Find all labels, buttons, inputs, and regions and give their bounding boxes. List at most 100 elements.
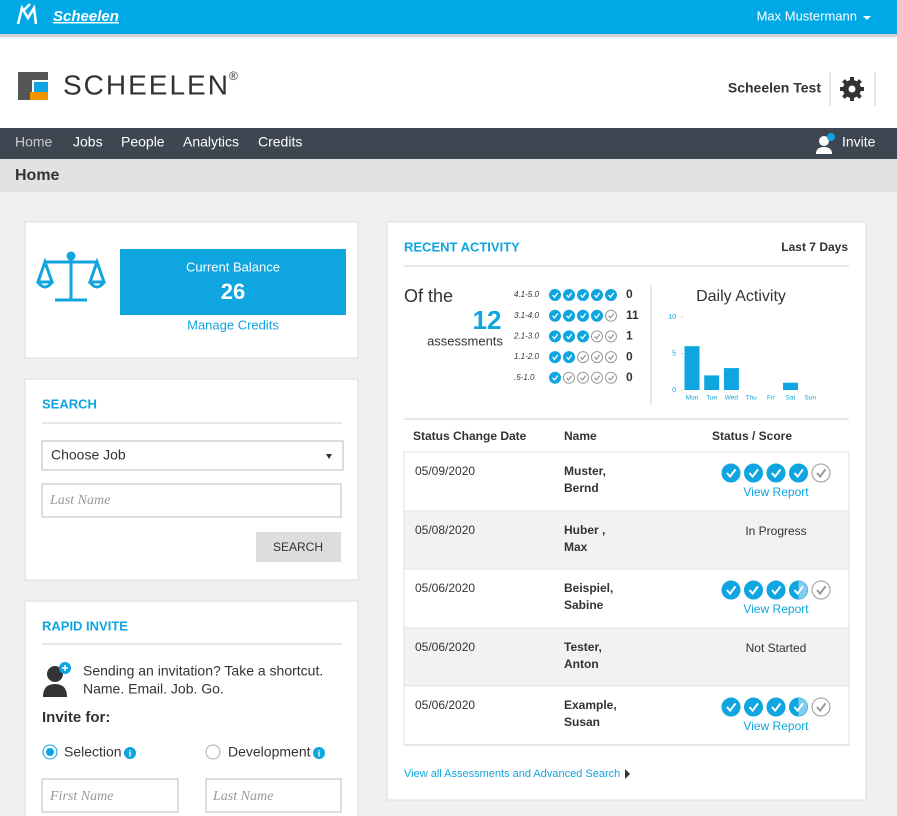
job-select-text: Choose Job [51, 447, 126, 463]
score-check [577, 309, 589, 322]
nav-item[interactable]: Home [15, 134, 53, 150]
score-check [766, 463, 786, 483]
top-bar [0, 0, 897, 34]
check-mark [552, 333, 559, 340]
check-mark [552, 354, 559, 361]
logo-text: SCHEELEN [63, 69, 230, 100]
invite-button[interactable]: Invite [842, 134, 876, 150]
check-mark [566, 313, 573, 319]
x-tick-label: Thu [745, 395, 757, 402]
breadcrumb: Home [15, 167, 60, 184]
score-check [605, 351, 617, 364]
score-check [605, 330, 617, 343]
manage-credits-link[interactable]: Manage Credits [187, 317, 279, 332]
check-mark [580, 333, 587, 340]
info-icon[interactable] [313, 747, 325, 759]
rapid-invite-title: RAPID INVITE [42, 618, 128, 633]
check-mark [816, 468, 827, 479]
score-half [798, 581, 808, 599]
check-mark [580, 354, 587, 361]
radio-label: Selection [64, 744, 122, 760]
view-report-link[interactable]: View Report [743, 485, 809, 499]
check-mark [594, 375, 601, 382]
check-mark [816, 702, 827, 713]
score-check [811, 580, 831, 600]
job-select[interactable] [41, 440, 344, 471]
band-count: 0 [626, 370, 633, 384]
first-name-input[interactable] [41, 778, 179, 813]
nav-item[interactable]: Analytics [183, 134, 239, 150]
x-tick-label: Fri [767, 395, 775, 402]
check-mark [771, 585, 782, 596]
last-name-input[interactable] [205, 778, 342, 813]
radio-development[interactable] [205, 744, 221, 760]
radio-label: Development [228, 744, 311, 760]
nav-item[interactable]: People [121, 134, 165, 150]
score-check [591, 289, 603, 301]
check-mark [594, 313, 601, 319]
band-count: 1 [626, 329, 633, 343]
check-mark [566, 333, 573, 340]
check-mark [726, 702, 737, 713]
row-name: Anton [564, 657, 599, 671]
score-check [563, 330, 575, 343]
score-check [721, 463, 741, 483]
x-tick-label: Sun [804, 395, 816, 402]
row-name: Muster, [564, 464, 606, 478]
score-check [766, 697, 786, 717]
score-check [605, 289, 617, 301]
x-tick-label: Sat [786, 395, 796, 402]
row-date: 05/09/2020 [415, 464, 475, 478]
view-report-link[interactable]: View Report [743, 602, 809, 616]
user-add-icon [43, 662, 71, 697]
view-all-link[interactable]: View all Assessments and Advanced Search [404, 768, 620, 780]
check-mark [552, 375, 559, 382]
last-name-placeholder: Last Name [49, 493, 110, 508]
user-menu[interactable]: Max Mustermann [757, 8, 857, 23]
score-check [605, 371, 617, 384]
last-name-input[interactable] [41, 483, 342, 518]
band-range: .5-1.0 [514, 373, 535, 382]
score-check [721, 580, 741, 600]
invite-text: Sending an invitation? Take a shortcut. [83, 663, 323, 679]
bar [704, 375, 720, 390]
score-check [563, 371, 575, 384]
breadcrumb-bar [0, 159, 897, 192]
caret [863, 16, 871, 20]
score-check [721, 697, 741, 717]
check-mark [594, 292, 601, 299]
row-name: Tester, [564, 640, 602, 654]
nav-item[interactable]: Jobs [73, 134, 103, 150]
check-mark [594, 333, 601, 340]
settings-gear[interactable] [840, 77, 864, 101]
org-name[interactable]: Scheelen Test [728, 80, 821, 96]
score-check [744, 463, 763, 483]
search-button[interactable] [256, 532, 341, 562]
score-check [563, 351, 575, 364]
brand-link[interactable]: Scheelen [53, 8, 119, 25]
check-mark [608, 333, 615, 340]
score-check [591, 371, 603, 384]
balance-value: 26 [221, 279, 245, 304]
x-tick-label: Mon [686, 395, 699, 402]
check-mark [552, 313, 559, 319]
table-row [403, 510, 850, 570]
check-mark [566, 375, 573, 382]
info-icon[interactable] [124, 747, 136, 759]
score-check [811, 697, 831, 717]
score-check [549, 289, 561, 301]
view-report-link[interactable]: View Report [743, 719, 809, 733]
check-mark [748, 702, 759, 713]
svg-text:i: i [129, 748, 132, 758]
band-count: 11 [626, 308, 639, 322]
score-check [811, 463, 831, 483]
score-check [605, 309, 617, 322]
search-title: SEARCH [42, 396, 97, 411]
check-mark [748, 585, 759, 596]
check-mark [816, 585, 827, 596]
row-date: 05/06/2020 [415, 698, 475, 712]
svg-text:i: i [318, 748, 321, 758]
nav-item[interactable]: Credits [258, 134, 302, 150]
table-row [403, 568, 850, 629]
check-mark [594, 354, 601, 361]
